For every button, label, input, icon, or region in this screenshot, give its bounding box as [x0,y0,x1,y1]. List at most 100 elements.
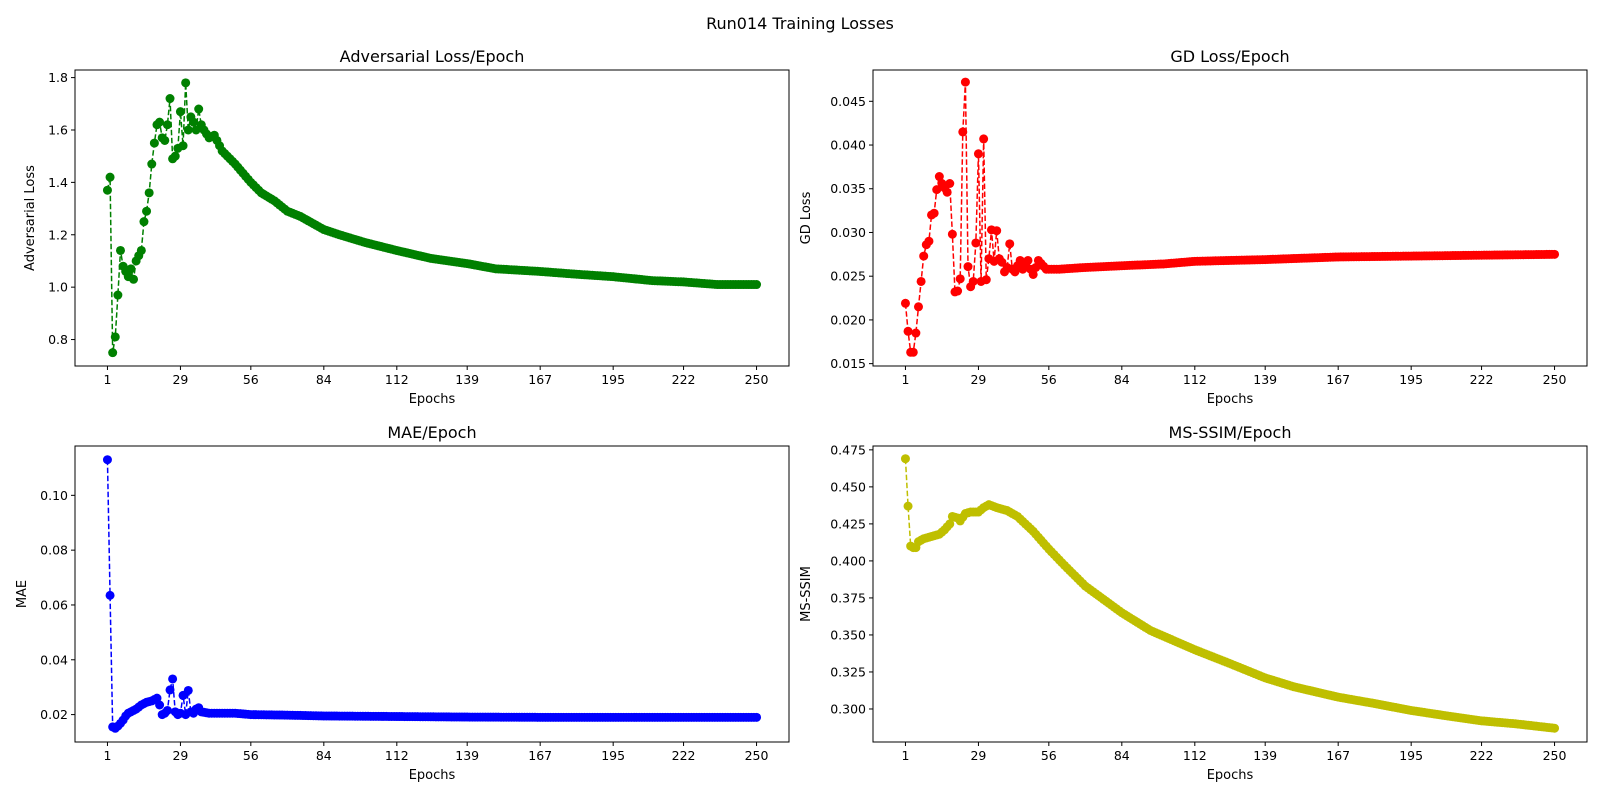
gd-loss-epoch-data-point [945,179,955,188]
gd-loss-epoch-y-axis-label: GD Loss [799,191,814,244]
gd-loss-epoch-data-point [911,328,921,338]
adversarial-loss-epoch-data-point [115,245,125,255]
ms-ssim-epoch-data-point [945,519,955,529]
ms-ssim-epoch-title: MS-SSIM/Epoch [1169,423,1292,442]
adversarial-loss-epoch-data-point [752,280,762,290]
ms-ssim-epoch-y-tick-label: 0.300 [830,701,866,716]
gd-loss-epoch-data-point [908,347,918,357]
gd-loss-epoch-data-point [955,274,965,284]
mae-epoch-x-tick-label: 112 [385,748,409,763]
gd-loss-epoch-data-point [963,262,973,272]
adversarial-loss-epoch-data-point [165,94,175,104]
gd-loss-epoch-data-point [916,276,926,286]
mae-epoch-panel: MAE/Epoch 1 29 56 84 112 139 167 195 222 250 0.02 0.… [15,423,790,783]
gd-loss-epoch-data-point [932,185,942,195]
adversarial-loss-epoch-data-point [113,290,123,300]
mae-epoch-data-point [105,590,115,600]
mae-epoch-data-point [752,712,762,722]
mae-epoch-x-tick-label: 29 [172,748,188,763]
adversarial-loss-epoch-data-point [194,104,204,114]
adversarial-loss-epoch-data-point [160,135,170,145]
mae-epoch-series-line [106,459,757,730]
ms-ssim-epoch-x-tick-label: 250 [1543,748,1567,763]
gd-loss-epoch-title: GD Loss/Epoch [1170,47,1289,66]
gd-loss-epoch-data-point [968,276,978,286]
gd-loss-epoch-data-point [1550,249,1560,259]
adversarial-loss-epoch-x-tick-label: 112 [385,372,409,387]
adversarial-loss-epoch-x-tick-label: 195 [601,372,625,387]
adversarial-loss-epoch-data-point [170,151,180,161]
gd-loss-epoch-y-tick-label: 0.015 [830,356,866,371]
gd-loss-epoch-data-point [971,238,981,248]
mae-epoch-x-tick-label: 56 [243,748,259,763]
adversarial-loss-epoch-y-tick-label: 0.8 [48,332,68,347]
ms-ssim-epoch-x-axis-label: Epochs [1207,768,1254,783]
gd-loss-epoch-y-tick-label: 0.035 [830,181,866,196]
gd-loss-epoch-data-point [924,236,934,246]
gd-loss-epoch-data-point [929,208,939,218]
adversarial-loss-epoch-data-point [142,206,152,216]
gd-loss-epoch-x-tick-label: 222 [1470,372,1494,387]
gd-loss-epoch-data-point [900,298,910,308]
mae-epoch-data-point [165,685,175,695]
adversarial-loss-epoch-data-point [126,264,136,274]
gd-loss-epoch-data-point [913,302,923,312]
gd-loss-epoch-y-tick-label: 0.025 [830,269,866,284]
mae-epoch-data-point [183,685,193,695]
mae-epoch-x-tick-label: 84 [316,748,332,763]
gd-loss-epoch-data-point [947,229,957,239]
gd-loss-epoch-x-tick-label: 195 [1399,372,1423,387]
adversarial-loss-epoch-data-point [144,188,154,198]
adversarial-loss-epoch-x-tick-label: 29 [172,372,188,387]
adversarial-loss-epoch-data-point [149,138,159,148]
adversarial-loss-epoch-data-point [155,117,165,127]
adversarial-loss-epoch-y-axis-label: Adversarial Loss [23,165,38,271]
adversarial-loss-epoch-data-point [136,245,146,255]
gd-loss-epoch-data-point [1005,239,1015,249]
figure-title: Run014 Training Losses [706,14,894,33]
adversarial-loss-epoch-x-tick-label: 167 [528,372,552,387]
adversarial-loss-epoch-x-tick-label: 84 [316,372,332,387]
gd-loss-epoch-data-point [958,127,968,137]
ms-ssim-epoch-y-tick-label: 0.425 [830,516,866,531]
ms-ssim-epoch-data-point [900,454,910,464]
adversarial-loss-epoch-x-tick-label: 222 [672,372,696,387]
mae-epoch-plot-frame [74,445,790,743]
gd-loss-epoch-data-point [979,134,989,144]
adversarial-loss-epoch-data-point [178,141,188,151]
ms-ssim-epoch-plot-frame [872,445,1588,743]
ms-ssim-epoch-x-tick-label: 167 [1326,748,1350,763]
ms-ssim-epoch-data-point [1550,723,1560,733]
mae-epoch-y-tick-label: 0.06 [40,597,68,612]
ms-ssim-epoch-data-point [903,501,913,511]
gd-loss-epoch-data-point [934,172,944,182]
adversarial-loss-epoch-data-point [102,185,112,195]
gd-loss-epoch-x-tick-label: 29 [970,372,986,387]
ms-ssim-epoch-x-tick-label: 84 [1114,748,1130,763]
ms-ssim-epoch-series-line [904,458,1555,729]
gd-loss-epoch-data-point [1028,269,1038,279]
adversarial-loss-epoch-x-tick-label: 139 [455,372,479,387]
mae-epoch-x-tick-label: 139 [455,748,479,763]
gd-loss-epoch-x-tick-label: 56 [1041,372,1057,387]
adversarial-loss-epoch-x-axis-label: Epochs [409,392,456,407]
adversarial-loss-epoch-data-point [162,120,172,130]
gd-loss-epoch-x-axis-label: Epochs [1207,392,1254,407]
ms-ssim-epoch-y-tick-label: 0.450 [830,479,866,494]
mae-epoch-data-point [155,700,165,710]
gd-loss-epoch-panel: GD Loss/Epoch 1 29 56 84 112 139 167 195 222 250 0.… [799,47,1588,407]
adversarial-loss-epoch-plot-frame [74,69,790,367]
adversarial-loss-epoch-data-point [105,172,115,182]
gd-loss-epoch-y-tick-label: 0.020 [830,312,866,327]
ms-ssim-epoch-x-tick-label: 112 [1183,748,1207,763]
mae-epoch-data-point [152,693,162,703]
adversarial-loss-epoch-x-tick-label: 250 [745,372,769,387]
gd-loss-epoch-data-point [942,187,952,197]
ms-ssim-epoch-x-tick-label: 1 [901,748,909,763]
ms-ssim-epoch-x-tick-label: 139 [1253,748,1277,763]
adversarial-loss-epoch-title: Adversarial Loss/Epoch [340,47,525,66]
ms-ssim-epoch-y-tick-label: 0.475 [830,442,866,457]
mae-epoch-x-tick-label: 222 [672,748,696,763]
mae-epoch-y-tick-label: 0.08 [40,543,68,558]
